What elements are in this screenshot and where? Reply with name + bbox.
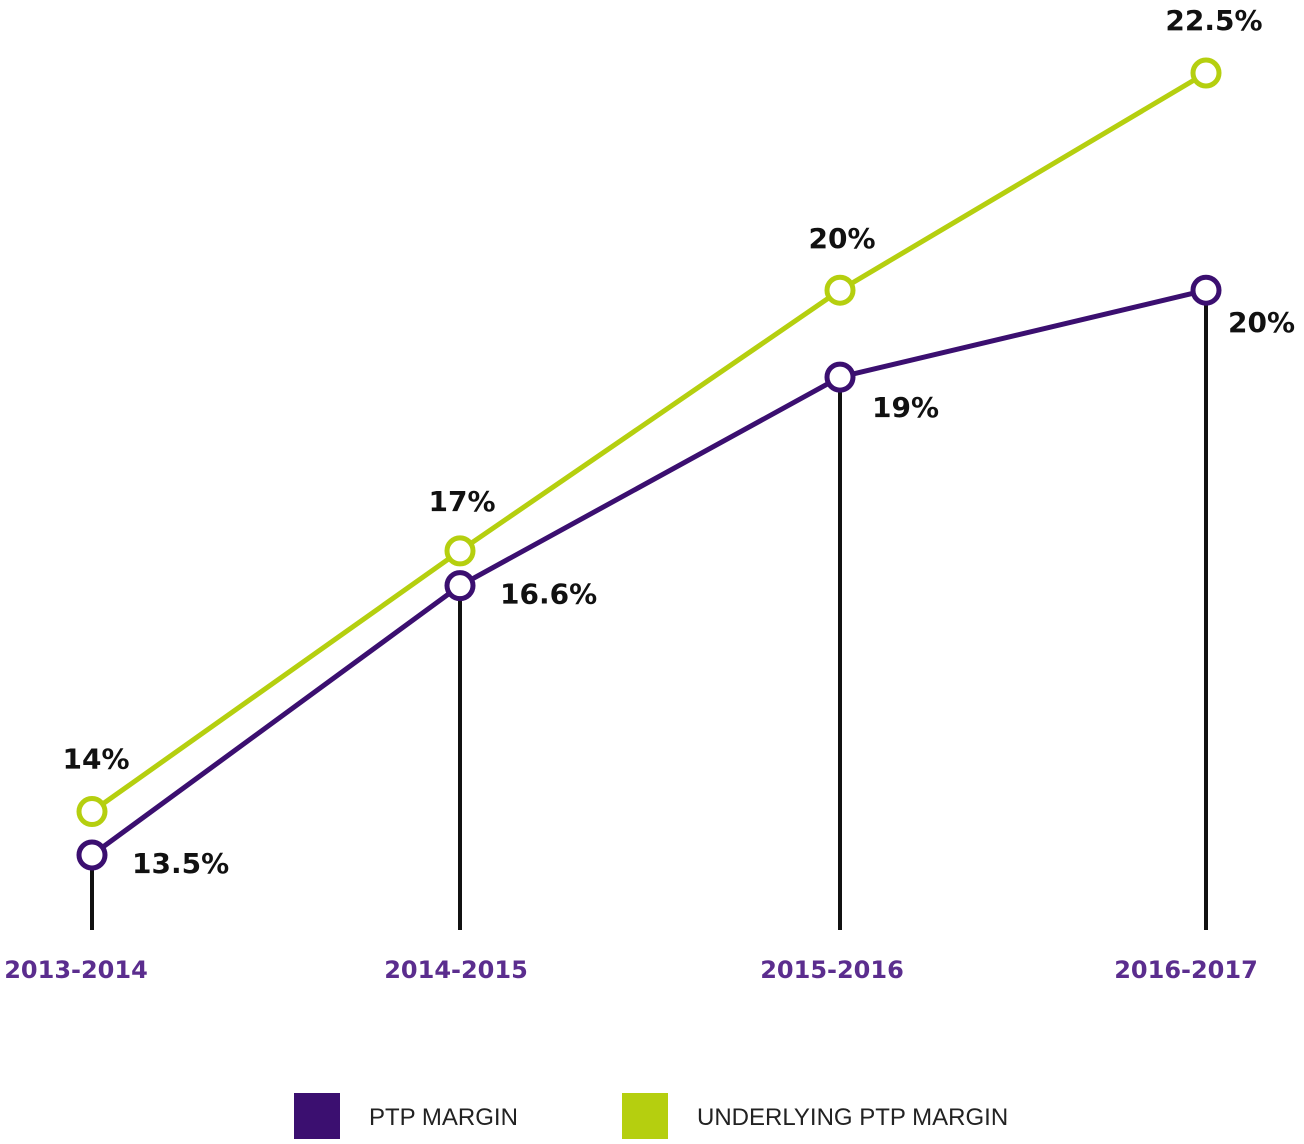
markers-group: [76, 57, 1222, 871]
point-marker: [1190, 274, 1222, 306]
point-marker: [824, 361, 856, 393]
series-line-0: [89, 287, 1209, 858]
point-marker: [824, 274, 856, 306]
legend-swatch: [622, 1093, 668, 1139]
data-label: 16.6%: [500, 578, 597, 611]
data-labels-group: 13.5% 16.6% 19% 20% 14% 17% 20% 22.5%: [62, 4, 1295, 880]
category-tick-label: 2015-2016: [760, 956, 904, 984]
data-label: 20%: [808, 222, 875, 255]
point-marker: [76, 839, 108, 871]
data-label: 14%: [62, 743, 129, 776]
data-label: 20%: [1228, 306, 1295, 339]
data-label: 17%: [428, 485, 495, 518]
drop-lines-group: [90, 290, 1208, 930]
point-marker: [76, 796, 108, 828]
legend-label: UNDERLYING PTP MARGIN: [697, 1104, 1008, 1131]
category-tick-label: 2016-2017: [1114, 956, 1258, 984]
category-tick-label: 2013-2014: [4, 956, 148, 984]
data-label: 13.5%: [132, 847, 229, 880]
legend-label: PTP MARGIN: [369, 1104, 518, 1131]
series-lines-group: [89, 70, 1209, 858]
series-line-1: [89, 70, 1209, 815]
data-label: 22.5%: [1165, 4, 1262, 37]
category-tick-label: 2014-2015: [384, 956, 528, 984]
point-marker: [1190, 57, 1222, 89]
point-marker: [444, 535, 476, 567]
legend-swatch: [294, 1093, 340, 1139]
point-marker: [444, 570, 476, 602]
data-label: 19%: [872, 391, 939, 424]
category-labels-group: 2013-2014 2014-2015 2015-2016 2016-2017: [4, 956, 1258, 984]
legend: PTP MARGIN UNDERLYING PTP MARGIN: [294, 1093, 1008, 1139]
